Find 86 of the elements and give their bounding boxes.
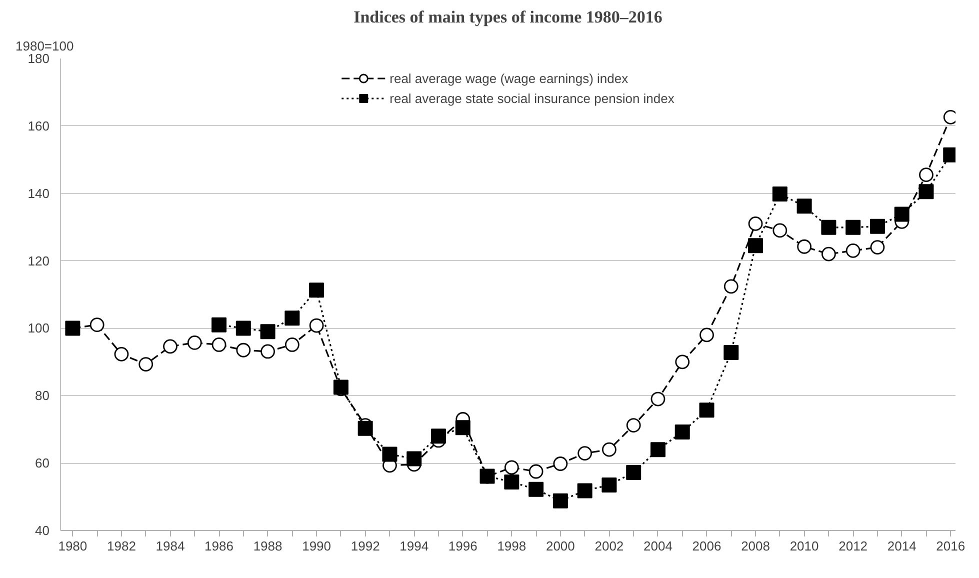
- x-tick-label: 1996: [448, 538, 478, 554]
- point: [772, 186, 788, 202]
- point: [430, 428, 446, 444]
- x-tick-label: 1988: [253, 538, 282, 554]
- point: [260, 344, 275, 359]
- point: [846, 220, 861, 235]
- x-tick-label: 2004: [644, 538, 672, 554]
- point: [724, 344, 739, 360]
- x-tick-label: 2008: [741, 538, 770, 554]
- point: [699, 402, 714, 418]
- point: [797, 239, 812, 254]
- point: [260, 324, 276, 340]
- point: [406, 451, 422, 466]
- x-tick-label: 1994: [400, 538, 429, 554]
- point: [724, 279, 738, 294]
- x-tick-label: 1980: [58, 538, 88, 554]
- point: [212, 338, 226, 352]
- x-tick-label: 2006: [692, 538, 722, 554]
- point: [626, 418, 641, 432]
- legend-label: real average wage (wage earnings) index: [390, 70, 628, 88]
- y-tick-label: 160: [28, 118, 50, 134]
- y-tick-label: 60: [35, 456, 50, 471]
- x-tick-label: 1986: [204, 538, 234, 554]
- point: [772, 223, 788, 238]
- point: [212, 317, 227, 332]
- chart-title: Indices of main types of income 1980–2016: [354, 8, 662, 26]
- point: [748, 238, 764, 254]
- y-tick-label: 40: [35, 523, 50, 538]
- point: [90, 318, 104, 332]
- x-tick-label: 1982: [107, 538, 136, 554]
- x-tick-label: 2012: [838, 538, 868, 554]
- point: [528, 482, 544, 497]
- legend-label: real average state social insurance pension index: [390, 90, 674, 108]
- point: [138, 357, 154, 372]
- point: [870, 218, 885, 234]
- point: [163, 339, 178, 354]
- point: [528, 464, 544, 479]
- y-tick-label: 100: [28, 320, 50, 336]
- point: [796, 198, 812, 214]
- x-tick-label: 1992: [350, 538, 380, 554]
- point: [236, 342, 251, 358]
- point: [358, 420, 373, 436]
- y-tick-label: 120: [28, 253, 50, 268]
- x-tick-label: 2000: [546, 538, 575, 554]
- point: [602, 477, 617, 492]
- y-tick-label: 80: [35, 388, 50, 404]
- point: [650, 442, 666, 458]
- point: [578, 446, 592, 460]
- point: [919, 168, 934, 182]
- x-tick-label: 1984: [156, 538, 185, 554]
- point: [455, 420, 470, 436]
- point: [894, 206, 910, 222]
- point: [504, 474, 520, 490]
- point: [674, 424, 690, 440]
- point: [846, 243, 860, 258]
- point: [821, 246, 836, 262]
- point: [284, 310, 300, 326]
- point: [577, 483, 592, 498]
- point: [821, 220, 836, 235]
- y-axis-title: 1980=100: [16, 38, 74, 54]
- point: [918, 184, 934, 200]
- x-tick-label: 2016: [936, 538, 966, 554]
- point: [748, 216, 763, 231]
- point: [626, 465, 642, 480]
- y-tick-label: 140: [28, 186, 50, 201]
- point: [309, 318, 324, 333]
- point: [382, 446, 398, 462]
- point: [114, 346, 129, 362]
- point: [284, 338, 300, 352]
- x-tick-label: 2002: [594, 538, 624, 554]
- point: [700, 328, 714, 342]
- point: [602, 442, 616, 457]
- x-tick-label: 2014: [887, 538, 916, 554]
- x-tick-label: 1990: [302, 538, 332, 554]
- point: [187, 336, 202, 350]
- point: [553, 456, 568, 471]
- point: [552, 493, 568, 508]
- point: [236, 320, 251, 336]
- point: [309, 282, 324, 298]
- point: [650, 392, 666, 406]
- point: [675, 354, 690, 370]
- x-tick-label: 1998: [497, 538, 526, 554]
- point: [870, 240, 885, 254]
- point: [504, 460, 519, 475]
- x-tick-label: 2010: [790, 538, 819, 554]
- y-tick-label: 180: [28, 51, 50, 66]
